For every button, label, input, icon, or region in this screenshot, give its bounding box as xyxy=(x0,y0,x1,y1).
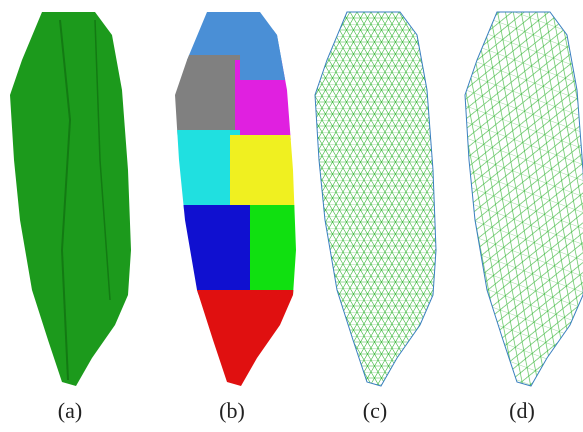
figure: (a) (b) (c) (d) xyxy=(0,0,583,432)
panel-a xyxy=(10,12,131,386)
panel-label: (b) xyxy=(219,398,245,423)
panel-b xyxy=(170,0,315,400)
panel-label: (d) xyxy=(509,398,535,423)
panel-label: (a) xyxy=(58,398,82,423)
panel-c xyxy=(300,0,450,400)
panel-d xyxy=(450,0,583,400)
panel-label: (c) xyxy=(363,398,387,423)
